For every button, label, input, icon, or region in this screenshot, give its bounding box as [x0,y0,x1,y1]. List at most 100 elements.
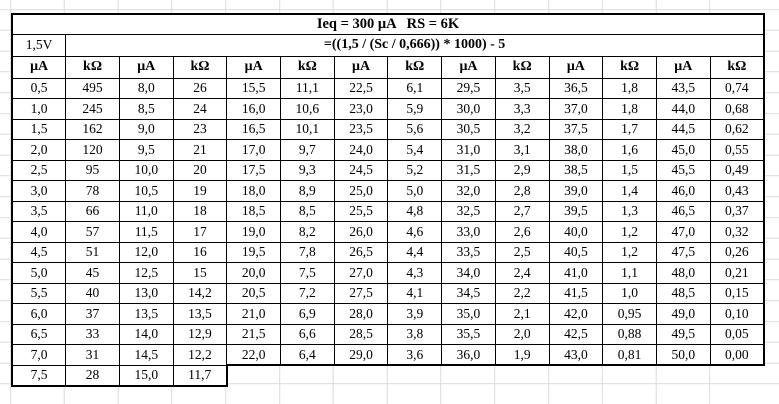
data-cell[interactable]: 33 [65,323,120,345]
data-cell[interactable]: 1,3 [602,200,657,222]
data-cell[interactable]: 15,0 [118,364,174,387]
data-cell[interactable]: 42,5 [548,323,604,345]
data-cell[interactable]: 45,5 [655,159,711,181]
data-cell[interactable]: 1,5 [602,159,657,181]
data-cell[interactable]: 40 [65,282,120,304]
unit-header-cell[interactable]: μA [655,55,711,79]
data-cell[interactable]: 37,5 [548,118,604,140]
data-cell[interactable]: 4,5 [11,241,67,263]
unit-header-cell[interactable]: μA [333,55,389,79]
data-cell[interactable]: 8,5 [280,200,335,222]
data-cell[interactable]: 7,5 [11,364,67,387]
data-cell[interactable]: 1,6 [602,139,657,161]
data-cell[interactable]: 16 [172,241,228,263]
data-cell[interactable]: 0,26 [709,241,765,263]
data-cell[interactable]: 29,0 [333,344,389,366]
data-cell[interactable]: 14,0 [118,323,174,345]
title-cell[interactable]: Ieq = 300 μA RS = 6K [11,13,765,35]
data-cell[interactable]: 0,74 [709,77,765,99]
data-cell[interactable]: 42,0 [548,303,604,325]
data-cell[interactable]: 20 [172,159,228,181]
data-cell[interactable]: 12,9 [172,323,228,345]
empty-cell[interactable] [442,365,496,386]
unit-header-cell[interactable]: μA [441,55,496,79]
data-cell[interactable]: 40,0 [548,221,604,243]
data-cell[interactable]: 2,0 [494,323,550,345]
data-cell[interactable]: 0,21 [709,262,765,284]
data-cell[interactable]: 9,5 [118,139,174,161]
data-cell[interactable]: 10,5 [118,180,174,202]
unit-header-cell[interactable]: kΩ [709,55,765,79]
data-cell[interactable]: 18 [172,200,228,222]
data-cell[interactable]: 49,0 [655,303,711,325]
unit-header-cell[interactable]: μA [118,55,174,79]
data-cell[interactable]: 1,0 [11,98,67,120]
data-cell[interactable]: 78 [65,180,120,202]
data-cell[interactable]: 35,0 [441,303,496,325]
data-cell[interactable]: 32,0 [441,180,496,202]
data-cell[interactable]: 40,5 [548,241,604,263]
data-cell[interactable]: 50,0 [655,344,711,366]
data-cell[interactable]: 0,95 [602,303,657,325]
data-cell[interactable]: 23,0 [333,98,389,120]
data-cell[interactable]: 12,5 [118,262,174,284]
data-cell[interactable]: 1,8 [602,98,657,120]
data-cell[interactable]: 30,0 [441,98,496,120]
unit-header-cell[interactable]: kΩ [494,55,550,79]
data-cell[interactable]: 51 [65,241,120,263]
empty-cell[interactable] [388,365,442,386]
data-cell[interactable]: 3,9 [387,303,443,325]
data-cell[interactable]: 36,0 [441,344,496,366]
data-cell[interactable]: 48,0 [655,262,711,284]
data-cell[interactable]: 31,0 [441,139,496,161]
data-cell[interactable]: 7,0 [11,344,67,366]
data-cell[interactable]: 5,4 [387,139,443,161]
data-cell[interactable]: 1,7 [602,118,657,140]
data-cell[interactable]: 1,2 [602,221,657,243]
data-cell[interactable]: 11,5 [118,221,174,243]
data-cell[interactable]: 6,4 [280,344,335,366]
data-cell[interactable]: 21 [172,139,228,161]
empty-cell[interactable] [281,365,335,386]
data-cell[interactable]: 25,0 [333,180,389,202]
data-cell[interactable]: 31,5 [441,159,496,181]
data-cell[interactable]: 17 [172,221,228,243]
data-cell[interactable]: 13,5 [118,303,174,325]
data-cell[interactable]: 8,9 [280,180,335,202]
data-cell[interactable]: 14,2 [172,282,228,304]
data-cell[interactable]: 18,0 [226,180,282,202]
data-cell[interactable]: 9,3 [280,159,335,181]
data-cell[interactable]: 8,2 [280,221,335,243]
data-cell[interactable]: 26,0 [333,221,389,243]
data-cell[interactable]: 30,5 [441,118,496,140]
data-cell[interactable]: 4,1 [387,282,443,304]
data-cell[interactable]: 10,6 [280,98,335,120]
data-cell[interactable]: 1,9 [494,344,550,366]
data-cell[interactable]: 5,0 [11,262,67,284]
data-cell[interactable]: 6,9 [280,303,335,325]
data-cell[interactable]: 21,5 [226,323,282,345]
data-cell[interactable]: 0,00 [709,344,765,366]
data-cell[interactable]: 2,1 [494,303,550,325]
empty-cell[interactable] [495,365,549,386]
data-cell[interactable]: 47,5 [655,241,711,263]
data-cell[interactable]: 45 [65,262,120,284]
empty-cell[interactable] [656,365,710,386]
data-cell[interactable]: 6,0 [11,303,67,325]
data-cell[interactable]: 2,9 [494,159,550,181]
unit-header-cell[interactable]: kΩ [65,55,120,79]
formula-cell[interactable]: =((1,5 / (Sc / 0,666)) * 1000) - 5 [65,33,766,57]
data-cell[interactable]: 7,8 [280,241,335,263]
data-cell[interactable]: 36,5 [548,77,604,99]
data-cell[interactable]: 1,1 [602,262,657,284]
data-cell[interactable]: 43,0 [548,344,604,366]
data-cell[interactable]: 5,9 [387,98,443,120]
data-cell[interactable]: 8,0 [118,77,174,99]
data-cell[interactable]: 38,0 [548,139,604,161]
data-cell[interactable]: 24,5 [333,159,389,181]
data-cell[interactable]: 22,0 [226,344,282,366]
data-cell[interactable]: 24 [172,98,228,120]
data-cell[interactable]: 4,6 [387,221,443,243]
data-cell[interactable]: 28,5 [333,323,389,345]
data-cell[interactable]: 19 [172,180,228,202]
